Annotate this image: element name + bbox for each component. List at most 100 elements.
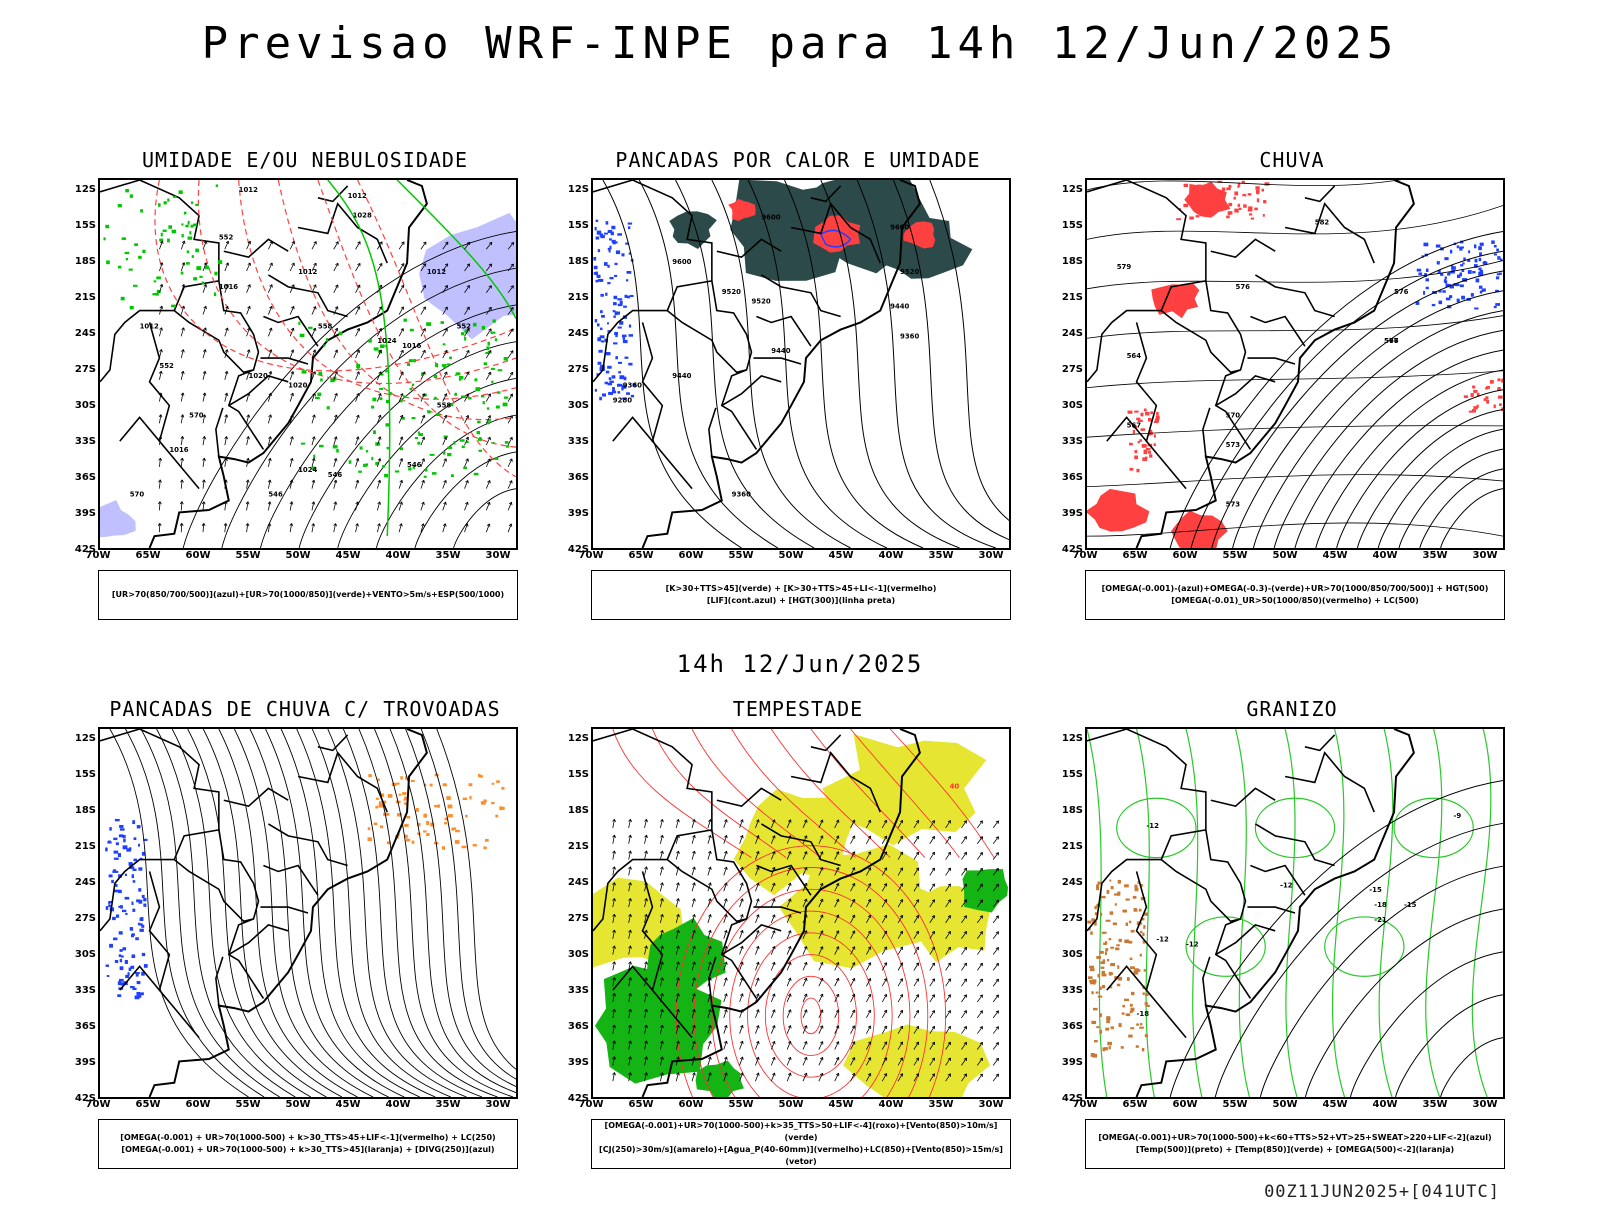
humidity-speckle — [192, 255, 194, 258]
omega-area — [1130, 958, 1133, 960]
lifted-index — [618, 362, 622, 364]
humidity-speckle — [358, 471, 362, 473]
omega-area — [1450, 250, 1452, 254]
divergence-area — [135, 972, 140, 974]
omega-area — [1109, 938, 1112, 940]
divergence-area — [116, 842, 119, 845]
rain-area — [1156, 412, 1159, 416]
streamline — [613, 729, 752, 858]
contour-label: 9520 — [900, 268, 919, 276]
country-border — [753, 358, 801, 364]
omega-area — [1432, 304, 1435, 306]
contour-label: 576 — [1394, 288, 1409, 296]
contour-label: 1016 — [219, 283, 238, 291]
divergence-area — [125, 960, 128, 964]
contour-label: 1024 — [377, 337, 396, 345]
longitude-tick: 45W — [1323, 1099, 1348, 1110]
storm-area — [481, 801, 486, 804]
storm-area — [406, 816, 410, 819]
divergence-area — [125, 874, 127, 876]
lifted-index — [614, 296, 618, 299]
longitude-tick: 40W — [879, 1099, 904, 1110]
longitude-tick: 40W — [1373, 1099, 1398, 1110]
rain-area — [1149, 454, 1152, 457]
lifted-index — [605, 293, 607, 296]
omega-area — [1474, 308, 1478, 310]
country-border — [1161, 311, 1240, 373]
rain-area — [1249, 213, 1252, 215]
lifted-index — [601, 315, 605, 318]
storm-area — [478, 774, 481, 777]
divergence-area — [113, 838, 117, 840]
omega-area — [1445, 280, 1447, 283]
omega-area — [1136, 1045, 1139, 1048]
legend-line: [LIF](cont.azul) + [HGT(300)](linha pret… — [707, 595, 895, 607]
humidity-speckle — [424, 476, 427, 478]
humidity-speckle — [156, 293, 159, 296]
longitude-tick: 55W — [1223, 550, 1248, 561]
country-border — [100, 729, 263, 998]
humidity-speckle — [432, 472, 437, 475]
storm-area — [485, 839, 489, 842]
longitude-tick: 50W — [779, 1099, 804, 1110]
omega-area — [1110, 947, 1114, 949]
storm-area — [377, 778, 379, 780]
humidity-speckle — [404, 395, 407, 397]
rain-area — [1255, 186, 1259, 190]
lifted-index — [624, 295, 627, 298]
humidity-speckle — [199, 276, 202, 278]
contour-label: 9600 — [890, 223, 909, 231]
omega-area — [1096, 884, 1099, 888]
latitude-tick: 21S — [568, 292, 589, 303]
humidity-speckle — [493, 319, 496, 322]
omega-area — [1107, 959, 1109, 961]
longitude-tick: 70W — [86, 550, 111, 561]
storm-area — [443, 783, 447, 786]
humidity-speckle — [339, 332, 343, 336]
contour-label: 1012 — [298, 268, 317, 276]
humidity-speckle — [504, 357, 508, 361]
omega-area — [1478, 268, 1481, 271]
lifted-index — [595, 389, 597, 392]
humidity-speckle — [395, 470, 399, 472]
humidity-speckle — [168, 225, 172, 228]
humidity-speckle — [193, 224, 197, 227]
humidity-speckle — [454, 393, 457, 396]
divergence-area — [142, 895, 145, 898]
isoline — [1396, 995, 1503, 1097]
map-legend: [OMEGA(-0.001)+UR>70(1000-500)+k>35_TTS>… — [591, 1119, 1011, 1169]
omega-area — [1094, 906, 1096, 909]
lifted-index — [600, 310, 603, 313]
humidity-speckle — [373, 430, 376, 434]
rain-area — [1242, 194, 1246, 196]
longitude-tick: 50W — [286, 550, 311, 561]
humidity-speckle — [181, 223, 183, 225]
humidity-speckle — [473, 323, 477, 327]
divergence-area — [114, 858, 119, 860]
humidity-speckle — [319, 445, 324, 447]
divergence-area — [134, 837, 137, 840]
country-border — [263, 866, 317, 896]
divergence-area — [140, 917, 143, 920]
rain-area — [1146, 448, 1151, 451]
humidity-speckle — [106, 260, 110, 264]
humidity-speckle — [125, 252, 129, 254]
humidity-speckle — [134, 243, 138, 246]
longitude-tick: 40W — [1373, 550, 1398, 561]
divergence-area — [108, 901, 110, 905]
storm-area — [368, 837, 372, 841]
rain-area — [1133, 430, 1135, 434]
latitude-tick: 18S — [568, 256, 589, 267]
legend-line: [CJ(250)>30m/s](amarelo)+[Agua_P(40-60mm… — [598, 1144, 1004, 1168]
divergence-area — [109, 827, 111, 830]
country-border — [1250, 317, 1304, 347]
divergence-area — [113, 869, 116, 871]
omega-area — [1497, 273, 1501, 275]
humidity-speckle — [487, 407, 489, 409]
latitude-tick: 33S — [568, 436, 589, 447]
legend-line: [OMEGA(-0.001)+UR>70(1000-500)+k<60+TTS>… — [1098, 1132, 1491, 1144]
omega-area — [1426, 269, 1429, 272]
